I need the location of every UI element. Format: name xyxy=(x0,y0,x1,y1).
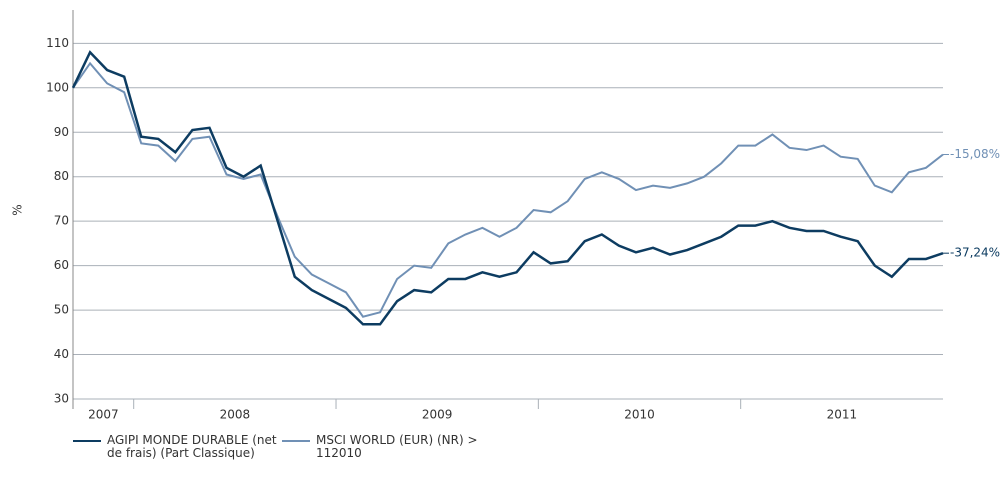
legend-label: AGIPI MONDE DURABLE (net de frais) (Part… xyxy=(107,433,277,460)
x-tick-label: 2010 xyxy=(624,408,655,422)
y-tick-label: 50 xyxy=(54,303,69,317)
y-tick-label: 30 xyxy=(54,392,69,406)
legend-swatch xyxy=(73,440,101,442)
y-tick-label: 100 xyxy=(46,80,69,94)
legend-item: AGIPI MONDE DURABLE (net de frais) (Part… xyxy=(73,434,277,460)
y-tick-label: 80 xyxy=(54,169,69,183)
series-line xyxy=(72,61,944,318)
x-tick-label: 2009 xyxy=(422,408,453,422)
y-tick-label: 70 xyxy=(54,214,69,228)
legend-item: MSCI WORLD (EUR) (NR) > 112010 xyxy=(282,434,516,460)
end-label: -37,24% xyxy=(950,246,1000,260)
y-tick-label: 90 xyxy=(54,125,69,139)
y-axis-label: % xyxy=(11,204,25,215)
series-line xyxy=(71,50,944,326)
legend-label: MSCI WORLD (EUR) (NR) > 112010 xyxy=(316,433,478,460)
y-tick-label: 110 xyxy=(46,36,69,50)
end-label: -15,08% xyxy=(950,147,1000,161)
x-tick-label: 2007 xyxy=(88,408,119,422)
legend-swatch xyxy=(282,440,310,442)
x-tick-label: 2008 xyxy=(220,408,251,422)
x-tick-label: 2011 xyxy=(827,408,858,422)
y-tick-label: 40 xyxy=(54,347,69,361)
y-tick-label: 60 xyxy=(54,258,69,272)
